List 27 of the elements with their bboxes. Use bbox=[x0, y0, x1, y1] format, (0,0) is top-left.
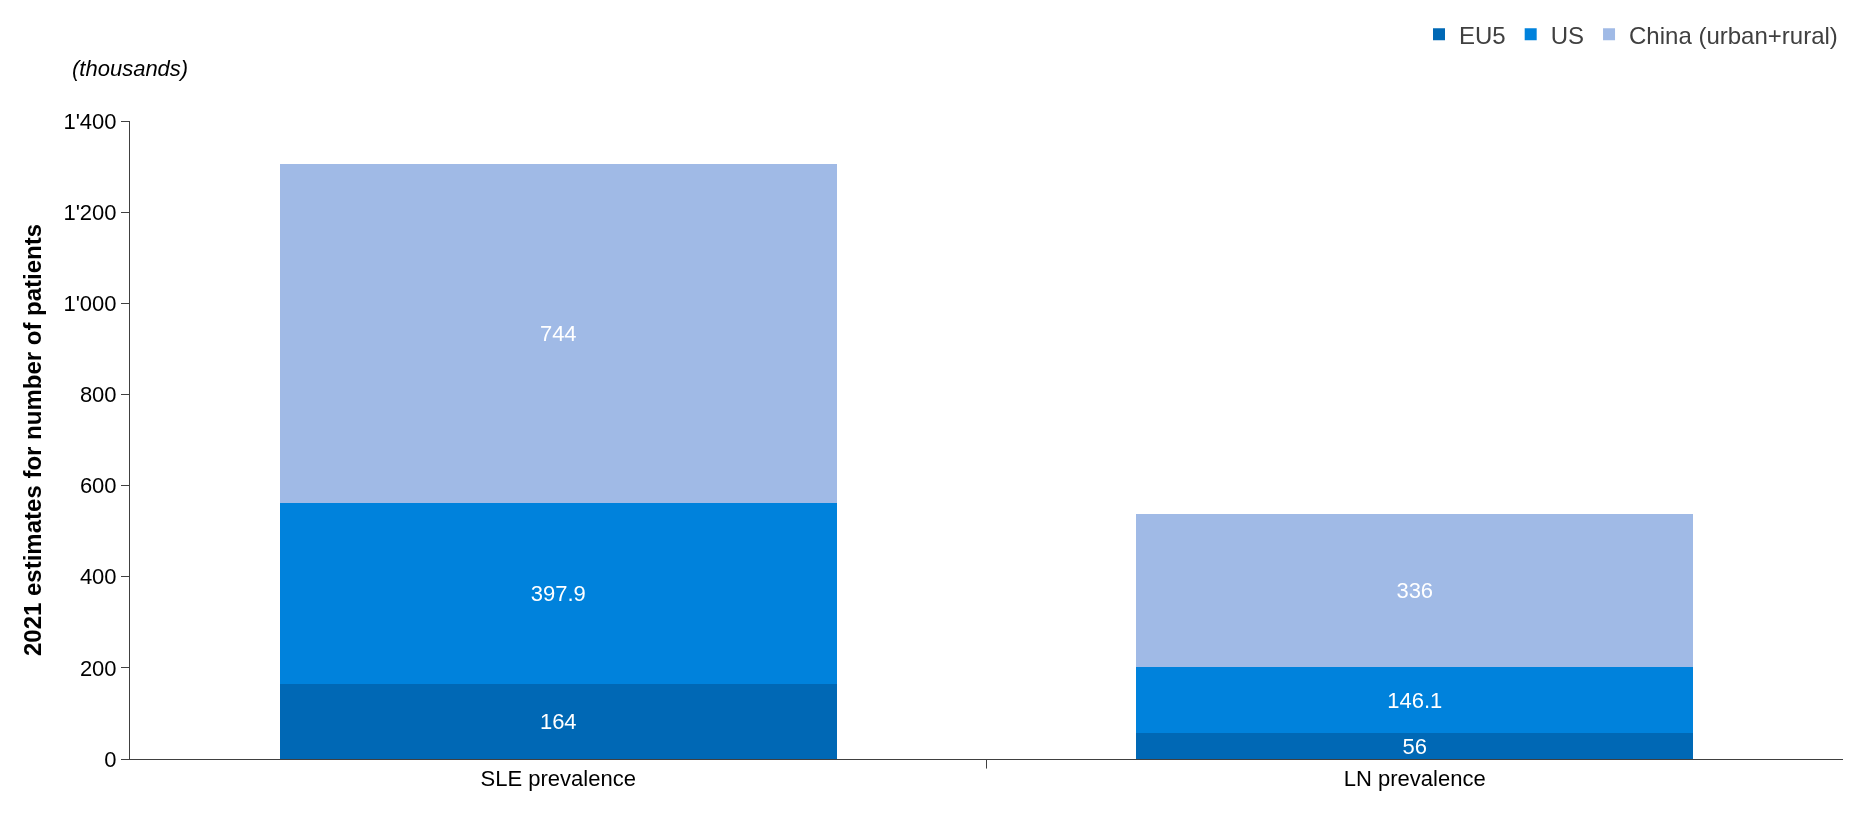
data-label: 336 bbox=[1396, 577, 1434, 603]
y-tick-label: 1'400 bbox=[63, 108, 117, 134]
bar bbox=[1136, 666, 1694, 734]
y-tick-label: 800 bbox=[79, 382, 117, 408]
bar bbox=[279, 684, 837, 759]
legend-label: China (urban+rural) bbox=[1629, 21, 1838, 49]
y-tick-label: 400 bbox=[79, 564, 117, 590]
bar bbox=[1136, 513, 1694, 667]
y-tick-label: 600 bbox=[79, 473, 117, 499]
bar bbox=[279, 502, 837, 685]
data-label: 397.9 bbox=[530, 581, 586, 607]
y-tick-label: 200 bbox=[79, 655, 117, 681]
data-label: 744 bbox=[539, 320, 577, 346]
y-tick-label: 1'200 bbox=[63, 199, 117, 225]
text: (thousands) bbox=[72, 56, 189, 81]
y-tick-label: 1'000 bbox=[63, 290, 117, 316]
data-label: 146.1 bbox=[1387, 687, 1443, 713]
y-tick-label: 0 bbox=[104, 746, 117, 772]
data-label: 164 bbox=[539, 709, 577, 735]
bar bbox=[1136, 733, 1694, 759]
data-label: 56 bbox=[1402, 733, 1427, 759]
x-tick-label: SLE prevalence bbox=[480, 766, 636, 792]
legend-label: US bbox=[1550, 21, 1585, 49]
y-axis-title: 2021 estimates for number of patients bbox=[18, 223, 46, 657]
bar bbox=[279, 163, 837, 503]
legend-label: EU5 bbox=[1459, 21, 1506, 49]
x-tick-label: LN prevalence bbox=[1343, 766, 1486, 792]
